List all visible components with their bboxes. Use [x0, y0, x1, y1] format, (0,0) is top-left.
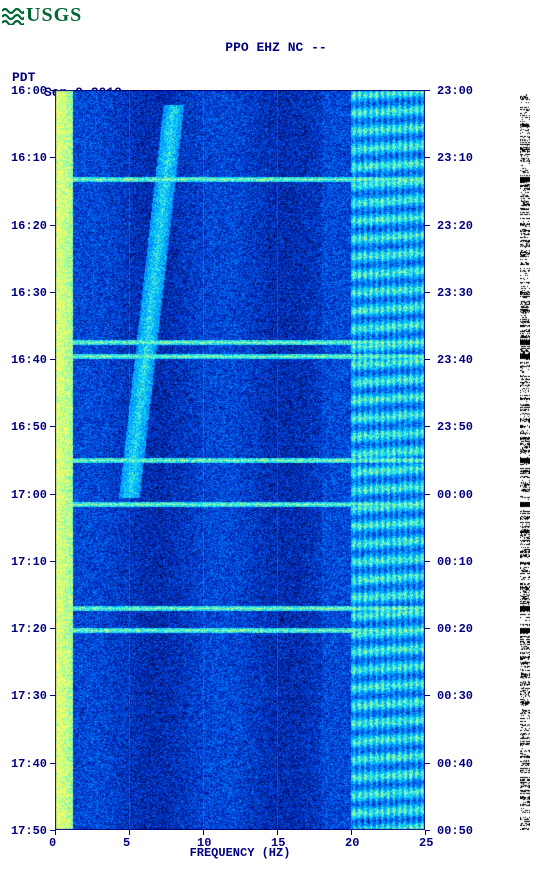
y-axis-right-utc: 23:0023:1023:2023:3023:4023:5000:0000:10…	[425, 90, 485, 830]
y-right-tick-label: 00:50	[437, 824, 473, 838]
y-left-tick-label: 17:30	[11, 689, 47, 703]
y-right-tick-label: 00:00	[437, 488, 473, 502]
y-left-tick-label: 17:00	[11, 488, 47, 502]
usgs-logo-waves-icon	[2, 7, 24, 25]
y-left-tick-label: 16:10	[11, 151, 47, 165]
y-left-tick-label: 17:20	[11, 622, 47, 636]
y-left-tick-label: 17:40	[11, 757, 47, 771]
y-right-tick-label: 00:40	[437, 757, 473, 771]
y-right-tick-label: 23:10	[437, 151, 473, 165]
y-right-tick-label: 23:00	[437, 84, 473, 98]
pdt-label: PDT	[12, 70, 35, 85]
y-left-tick-label: 16:30	[11, 286, 47, 300]
y-right-tick-label: 00:10	[437, 555, 473, 569]
y-left-tick-label: 17:50	[11, 824, 47, 838]
y-right-tick-label: 23:30	[437, 286, 473, 300]
usgs-logo: USGS	[2, 4, 82, 27]
y-right-tick-label: 23:40	[437, 353, 473, 367]
spectrogram-plot	[55, 90, 425, 830]
y-left-tick-label: 16:00	[11, 84, 47, 98]
y-left-tick-label: 17:10	[11, 555, 47, 569]
station-channel-title: PPO EHZ NC --	[0, 40, 552, 55]
y-left-tick-label: 16:20	[11, 219, 47, 233]
x-axis-title: FREQUENCY (HZ)	[55, 846, 425, 860]
y-left-tick-label: 16:50	[11, 420, 47, 434]
y-left-tick-label: 16:40	[11, 353, 47, 367]
y-right-tick-label: 23:50	[437, 420, 473, 434]
y-right-tick-label: 00:30	[437, 689, 473, 703]
colorbar	[520, 90, 530, 830]
y-right-tick-label: 23:20	[437, 219, 473, 233]
y-axis-left-pdt: 16:0016:1016:2016:3016:4016:5017:0017:10…	[0, 90, 55, 830]
y-right-tick-label: 00:20	[437, 622, 473, 636]
usgs-logo-text: USGS	[26, 4, 82, 27]
